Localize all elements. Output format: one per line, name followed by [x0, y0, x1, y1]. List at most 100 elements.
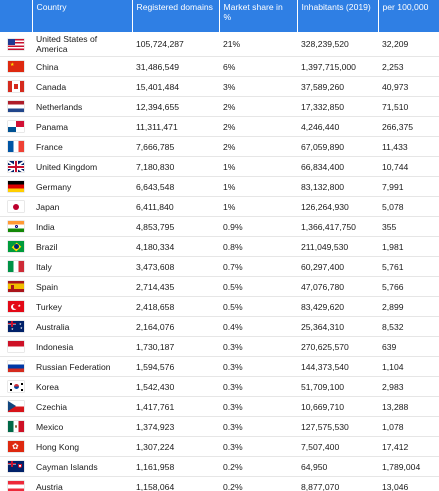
table-row: Panama 11,311,471 2% 4,246,440 266,375 — [0, 116, 439, 137]
country-cell: Spain — [32, 276, 132, 297]
registered-domains-cell: 31,486,549 — [132, 56, 219, 77]
per-100000-cell: 2,983 — [378, 376, 439, 397]
au-flag-icon: ★ ★ ★ — [8, 321, 24, 333]
table-row: Brazil 4,180,334 0.8% 211,049,530 1,981 — [0, 236, 439, 257]
country-cell: Japan — [32, 196, 132, 217]
table-row: ★ ★ ★ Australia 2,164,076 0.4% 25,364,310 8,532 — [0, 316, 439, 337]
market-share-cell: 0.3% — [219, 416, 297, 437]
country-cell: Turkey — [32, 296, 132, 317]
market-share-cell: 0.3% — [219, 336, 297, 357]
registered-domains-cell: 6,643,548 — [132, 176, 219, 197]
market-share-cell: 6% — [219, 56, 297, 77]
table-row: ★ Turkey 2,418,658 0.5% 83,429,620 2,899 — [0, 296, 439, 317]
per-100000-cell: 1,078 — [378, 416, 439, 437]
inhabitants-cell: 127,575,530 — [297, 416, 378, 437]
registered-domains-cell: 4,853,795 — [132, 216, 219, 237]
header-market-share: Market share in % — [219, 0, 298, 32]
country-cell: Netherlands — [32, 96, 132, 117]
registered-domains-cell: 12,394,655 — [132, 96, 219, 117]
header-per-100000: per 100,000 — [378, 0, 439, 32]
br-flag-icon — [8, 241, 24, 253]
registered-domains-cell: 2,164,076 — [132, 316, 219, 337]
flag-cell — [0, 136, 32, 157]
per-100000-cell: 17,412 — [378, 436, 439, 457]
per-100000-cell: 5,761 — [378, 256, 439, 277]
country-cell: Germany — [32, 176, 132, 197]
table-row: Canada 15,401,484 3% 37,589,260 40,973 — [0, 76, 439, 97]
per-100000-cell: 8,532 — [378, 316, 439, 337]
table-row: United Kingdom 7,180,830 1% 66,834,400 10,74… — [0, 156, 439, 177]
flag-cell — [0, 356, 32, 377]
per-100000-cell: 1,981 — [378, 236, 439, 257]
registered-domains-cell: 2,418,658 — [132, 296, 219, 317]
table-header-row: Country Registered domains Market share … — [0, 0, 439, 32]
registered-domains-cell: 15,401,484 — [132, 76, 219, 97]
table-row: Japan 6,411,840 1% 126,264,930 5,078 — [0, 196, 439, 217]
flag-cell — [0, 32, 32, 57]
flag-cell — [0, 276, 32, 297]
inhabitants-cell: 60,297,400 — [297, 256, 378, 277]
registered-domains-cell: 1,307,224 — [132, 436, 219, 457]
inhabitants-cell: 328,239,520 — [297, 32, 378, 57]
id-flag-icon — [8, 341, 24, 353]
table-row: Spain 2,714,435 0.5% 47,076,780 5,766 — [0, 276, 439, 297]
table-row: Russian Federation 1,594,576 0.3% 144,373,5… — [0, 356, 439, 377]
registered-domains-cell: 2,714,435 — [132, 276, 219, 297]
inhabitants-cell: 126,264,930 — [297, 196, 378, 217]
header-country: Country — [32, 0, 133, 32]
country-cell: Italy — [32, 256, 132, 277]
table-row: Germany 6,643,548 1% 83,132,800 7,991 — [0, 176, 439, 197]
table-row: Austria 1,158,064 0.2% 8,877,070 13,046 — [0, 476, 439, 491]
registered-domains-cell: 1,417,761 — [132, 396, 219, 417]
jp-flag-icon — [8, 201, 24, 213]
inhabitants-cell: 64,950 — [297, 456, 378, 477]
inhabitants-cell: 47,076,780 — [297, 276, 378, 297]
ca-flag-icon — [8, 81, 24, 93]
inhabitants-cell: 37,589,260 — [297, 76, 378, 97]
inhabitants-cell: 17,332,850 — [297, 96, 378, 117]
market-share-cell: 0.7% — [219, 256, 297, 277]
flag-cell — [0, 476, 32, 491]
inhabitants-cell: 4,246,440 — [297, 116, 378, 137]
country-cell: India — [32, 216, 132, 237]
country-cell: China — [32, 56, 132, 77]
registered-domains-cell: 1,730,187 — [132, 336, 219, 357]
tr-flag-icon: ★ — [8, 301, 24, 313]
country-cell: Mexico — [32, 416, 132, 437]
flag-cell — [0, 416, 32, 437]
per-100000-cell: 13,288 — [378, 396, 439, 417]
inhabitants-cell: 51,709,100 — [297, 376, 378, 397]
inhabitants-cell: 270,625,570 — [297, 336, 378, 357]
market-share-cell: 21% — [219, 32, 297, 57]
inhabitants-cell: 67,059,890 — [297, 136, 378, 157]
table-row: France 7,666,785 2% 67,059,890 11,433 — [0, 136, 439, 157]
market-share-cell: 0.4% — [219, 316, 297, 337]
market-share-cell: 0.3% — [219, 356, 297, 377]
country-cell: Australia — [32, 316, 132, 337]
inhabitants-cell: 66,834,400 — [297, 156, 378, 177]
market-share-cell: 2% — [219, 116, 297, 137]
flag-cell — [0, 96, 32, 117]
market-share-cell: 1% — [219, 156, 297, 177]
table-row: Cayman Islands 1,161,958 0.2% 64,950 1,789,0… — [0, 456, 439, 477]
country-cell: Korea — [32, 376, 132, 397]
inhabitants-cell: 8,877,070 — [297, 476, 378, 491]
registered-domains-cell: 105,724,287 — [132, 32, 219, 57]
flag-cell — [0, 216, 32, 237]
table-row: Italy 3,473,608 0.7% 60,297,400 5,761 — [0, 256, 439, 277]
registered-domains-cell: 1,542,430 — [132, 376, 219, 397]
inhabitants-cell: 211,049,530 — [297, 236, 378, 257]
table-row: Mexico 1,374,923 0.3% 127,575,530 1,078 — [0, 416, 439, 437]
market-share-cell: 0.9% — [219, 216, 297, 237]
per-100000-cell: 13,046 — [378, 476, 439, 491]
registered-domains-cell: 1,158,064 — [132, 476, 219, 491]
pa-flag-icon — [8, 121, 24, 133]
flag-cell — [0, 176, 32, 197]
table-row: ✿ Hong Kong 1,307,224 0.3% 7,507,400 17,412 — [0, 436, 439, 457]
at-flag-icon — [8, 481, 24, 491]
per-100000-cell: 5,766 — [378, 276, 439, 297]
market-share-cell: 0.2% — [219, 476, 297, 491]
table-row: United States of America 105,724,287 21% 32… — [0, 32, 439, 57]
registered-domains-cell: 1,161,958 — [132, 456, 219, 477]
